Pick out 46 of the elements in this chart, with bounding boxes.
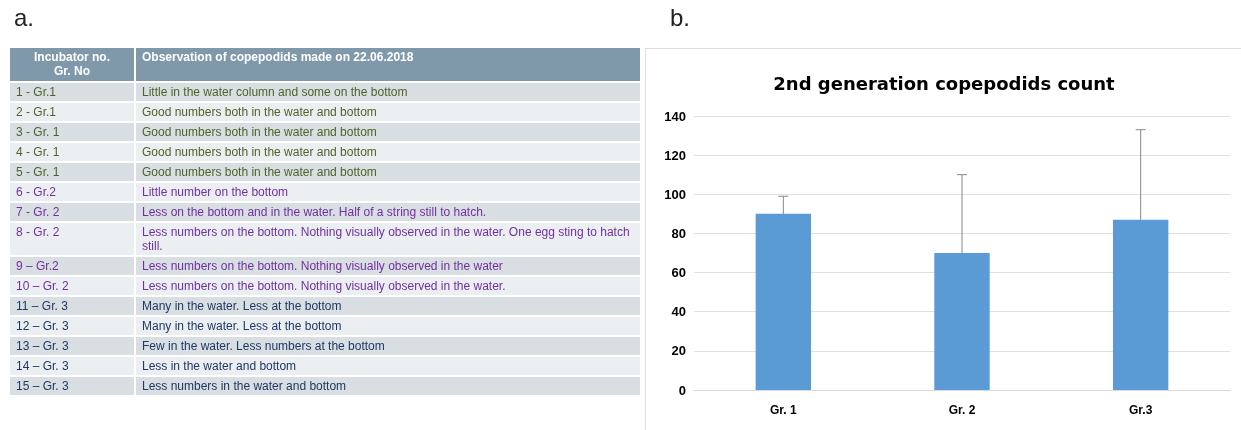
chart-title: 2nd generation copepodids count [773,72,1116,94]
y-tick-label: 80 [671,225,686,241]
y-tick-label: 40 [671,304,686,320]
y-tick-label: 140 [664,108,686,124]
y-tick-label: 20 [671,343,686,359]
text: Good numbers both in the water and bottom [141,164,378,181]
text: Little in the water column and some on the bottom [141,84,409,101]
text: Many in the water. Less at the bottom [141,318,343,335]
y-tick-label: 60 [671,265,686,281]
text: Less numbers in the water and bottom [141,378,348,395]
text: Few in the water. Less numbers at the bottom [141,338,386,355]
text: Less numbers on the bottom. Nothing visually observed in the water. One egg sting to hatch still. [141,224,631,255]
text: 13 – Gr. 3 [10,337,136,355]
text: 2 - Gr.1 [10,103,136,121]
text: Less on the bottom and in the water. Half of a string still to hatch. [141,204,488,221]
x-tick-label: Gr. 2 [948,403,976,417]
text: 8 - Gr. 2 [10,223,136,255]
text: 11 – Gr. 3 [10,297,136,315]
text: 5 - Gr. 1 [10,163,136,181]
text: Incubator no. Gr. No [10,48,136,81]
text: 15 – Gr. 3 [10,377,136,395]
y-tick-label: 120 [664,147,686,163]
text: 14 – Gr. 3 [10,357,136,375]
text: 4 - Gr. 1 [10,143,136,161]
text: Many in the water. Less at the bottom [141,298,343,315]
text: 6 - Gr.2 [10,183,136,201]
text: Less numbers on the bottom. Nothing visually observed in the water. [141,278,507,295]
text: 12 – Gr. 3 [10,317,136,335]
x-tick-label: Gr.3 [1128,403,1153,417]
text: Little number on the bottom [141,184,290,201]
text: 10 – Gr. 2 [10,277,136,295]
x-tick-label: Gr. 1 [769,403,797,417]
text: 7 - Gr. 2 [10,203,136,221]
text: Observation of copepodids made on 22.06.2018 [141,49,415,66]
text: Good numbers both in the water and bottom [141,144,378,161]
text: 1 - Gr.1 [10,83,136,101]
text: 3 - Gr. 1 [10,123,136,141]
text: Good numbers both in the water and bottom [141,124,378,141]
text: Good numbers both in the water and bottom [141,104,378,121]
text: 9 – Gr.2 [10,257,136,275]
text: a. [14,4,35,32]
y-tick-label: 100 [664,186,686,202]
text: b. [670,4,691,32]
text: Less in the water and bottom [141,358,298,375]
text: Less numbers on the bottom. Nothing visually observed in the water [141,258,504,275]
y-tick-label: 0 [678,382,686,398]
